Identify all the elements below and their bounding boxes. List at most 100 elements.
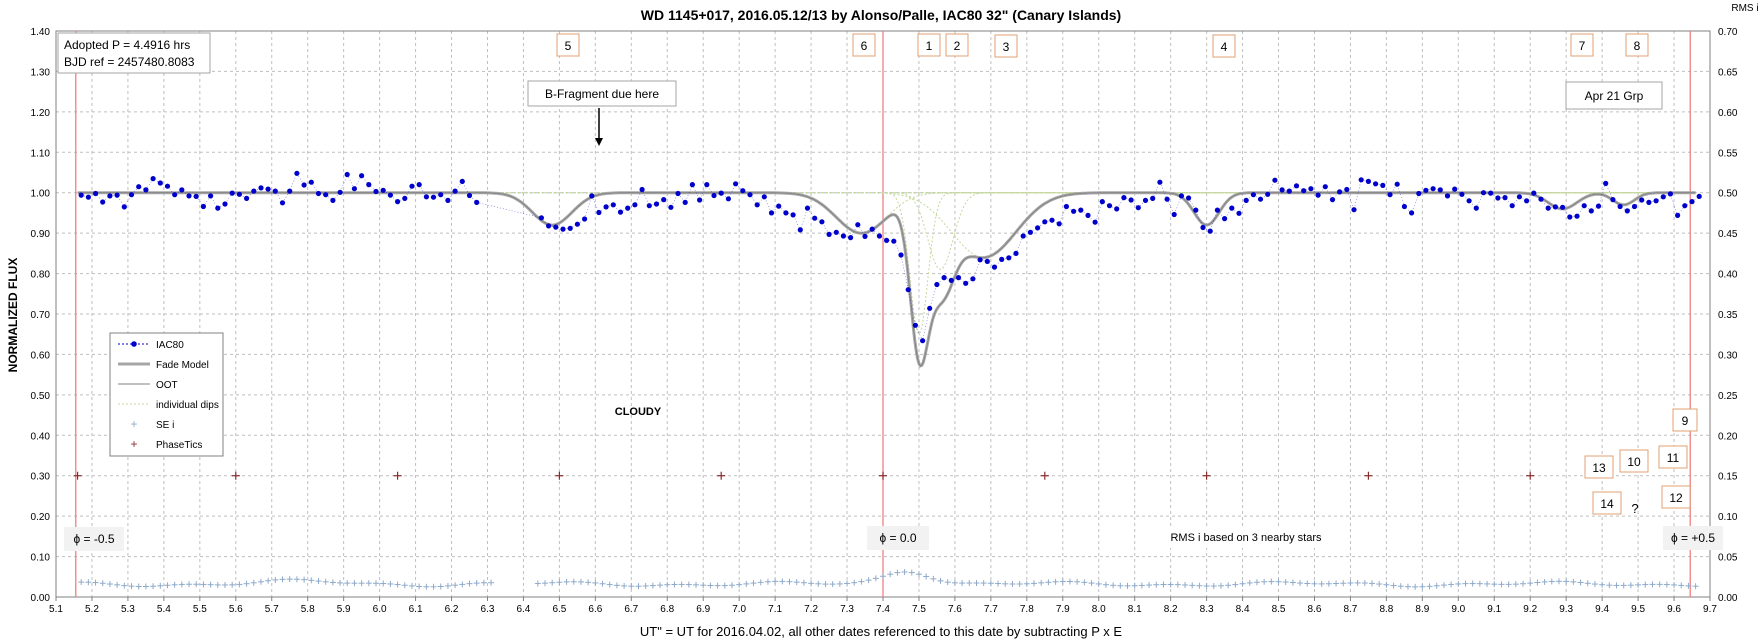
- data-point: [1653, 198, 1659, 204]
- data-point: [689, 182, 696, 188]
- y-tick-label: 0.50: [31, 391, 51, 402]
- x-tick-label: 5.7: [265, 604, 279, 615]
- data-point: [416, 182, 422, 188]
- data-point: [1531, 190, 1537, 196]
- data-point: [1229, 205, 1235, 211]
- numbered-box-4-text: 4: [1221, 40, 1228, 54]
- data-point: [833, 229, 839, 235]
- data-point: [430, 194, 437, 200]
- data-point: [1243, 197, 1249, 203]
- data-point: [718, 190, 724, 196]
- x-tick-label: 7.7: [984, 604, 998, 615]
- chart-title: WD 1145+017, 2016.05.12/13 by Alonso/Pal…: [641, 7, 1121, 23]
- data-point: [840, 233, 847, 239]
- data-point: [1257, 196, 1264, 202]
- x-tick-label: 8.3: [1200, 604, 1214, 615]
- legend-item-individual-dips: individual dips: [118, 400, 219, 411]
- numbered-box-8-text: 8: [1634, 39, 1641, 53]
- x-tick-label: 6.7: [624, 604, 638, 615]
- data-point: [1480, 190, 1487, 196]
- legend-label-fade-model: Fade Model: [156, 360, 209, 371]
- y-tick-label: 0.70: [31, 310, 51, 321]
- data-point: [1488, 190, 1494, 196]
- data-point: [1437, 187, 1443, 193]
- data-point: [560, 226, 566, 232]
- data-point: [1401, 203, 1407, 210]
- iac80-connector: [81, 172, 1700, 342]
- x-tick-label: 9.6: [1667, 604, 1681, 615]
- x-tick-label: 6.8: [660, 604, 674, 615]
- y-tick-label: 1.30: [31, 67, 51, 78]
- data-point: [1329, 197, 1336, 203]
- numbered-box-9: 9: [1672, 408, 1698, 432]
- data-point: [1639, 197, 1645, 203]
- data-point: [287, 188, 293, 194]
- data-point: [1552, 204, 1558, 210]
- numbered-box-13-text: 13: [1592, 461, 1606, 475]
- data-point: [1035, 225, 1041, 231]
- x-tick-label: 7.3: [840, 604, 854, 615]
- numbered-box-10: 10: [1619, 449, 1649, 473]
- data-point: [337, 189, 343, 195]
- y2-tick-label: 0.60: [1718, 108, 1738, 119]
- numbered-box-7: 7: [1570, 33, 1594, 57]
- iac80-series: [78, 170, 1702, 344]
- data-point: [315, 190, 322, 197]
- data-point: [1085, 212, 1091, 218]
- data-point: [768, 210, 775, 216]
- x-tick-label: 8.9: [1415, 604, 1429, 615]
- legend: IAC80 Fade Model OOT individual dips + S…: [109, 332, 224, 457]
- x-tick-label: 9.7: [1703, 604, 1717, 615]
- data-point: [1272, 177, 1278, 183]
- x-tick-label: 6.6: [588, 604, 602, 615]
- data-point: [1495, 195, 1501, 201]
- data-point: [380, 187, 386, 193]
- data-point: [790, 212, 796, 218]
- x-tick-label: 7.2: [804, 604, 818, 615]
- x-tick-label: 6.0: [373, 604, 387, 615]
- data-point: [812, 215, 818, 221]
- data-point: [862, 233, 868, 239]
- numbered-box-11: 11: [1658, 445, 1688, 469]
- data-point: [395, 199, 401, 205]
- data-point: [1682, 203, 1688, 209]
- phase-label-minus-text: ϕ = -0.5: [73, 532, 114, 546]
- x-axis-label: UT" = UT for 2016.04.02, all other dates…: [640, 624, 1122, 639]
- data-point: [452, 188, 458, 194]
- dip-curve: [77, 192, 1694, 336]
- data-point: [711, 192, 717, 199]
- data-point: [1516, 194, 1522, 200]
- x-tick-label: 6.4: [516, 604, 530, 615]
- data-point: [1265, 191, 1271, 197]
- numbered-box-6: 6: [852, 33, 876, 57]
- data-point: [1020, 233, 1026, 239]
- legend-dot-icon: [131, 341, 137, 347]
- phase-label-zero: ϕ = 0.0: [867, 526, 929, 550]
- data-point: [1603, 180, 1609, 186]
- data-point: [991, 264, 998, 270]
- phase-label-zero-text: ϕ = 0.0: [879, 531, 916, 545]
- numbered-box-11-text: 11: [1667, 451, 1680, 465]
- x-tick-label: 9.2: [1523, 604, 1537, 615]
- y-tick-label: 0.10: [31, 553, 51, 564]
- x-tick-label: 9.5: [1631, 604, 1645, 615]
- data-point: [1581, 203, 1587, 209]
- x-tick-label: 8.5: [1272, 604, 1286, 615]
- data-point: [970, 276, 976, 282]
- y-tick-label: 0.30: [31, 472, 51, 483]
- numbered-box-13: 13: [1584, 455, 1614, 479]
- data-point: [409, 183, 415, 189]
- data-point: [826, 231, 832, 237]
- numbered-box-5-text: 5: [565, 39, 572, 53]
- data-point: [1524, 198, 1530, 204]
- data-point: [1301, 188, 1307, 194]
- x-tick-label: 7.8: [1020, 604, 1034, 615]
- question-mark: ?: [1631, 501, 1638, 516]
- data-point: [941, 275, 947, 281]
- x-tick-label: 6.5: [552, 604, 566, 615]
- data-point: [1574, 213, 1580, 219]
- data-point: [157, 180, 163, 186]
- x-tick-label: 9.3: [1559, 604, 1573, 615]
- data-point: [186, 193, 192, 199]
